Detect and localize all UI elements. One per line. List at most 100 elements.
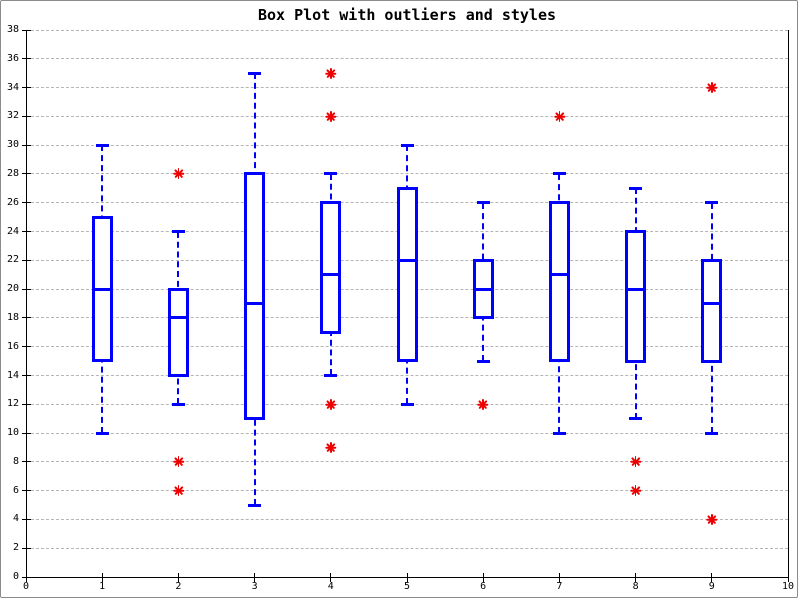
whisker-cap-high xyxy=(705,201,719,205)
y-tick-mark xyxy=(21,432,31,434)
x-tick-label: 6 xyxy=(480,581,487,592)
gridline xyxy=(26,432,788,434)
y-tick-mark xyxy=(21,202,31,204)
whisker-cap-high xyxy=(400,143,414,147)
whisker-cap-high xyxy=(171,230,185,233)
y-tick-mark xyxy=(21,259,31,261)
outlier-marker xyxy=(706,82,718,94)
y-tick-mark xyxy=(21,58,31,60)
median-line xyxy=(472,287,494,291)
y-tick-mark xyxy=(21,231,31,232)
box-body xyxy=(167,287,189,377)
median-line xyxy=(625,287,647,291)
outlier-marker xyxy=(630,485,642,497)
y-tick-label: 30 xyxy=(6,139,19,151)
y-tick-mark xyxy=(21,288,31,290)
whisker-cap-high xyxy=(324,172,338,176)
x-tick-label: 5 xyxy=(403,581,411,592)
whisker-cap-high xyxy=(476,201,490,205)
whisker-cap-high xyxy=(248,71,262,75)
box-body xyxy=(320,201,342,334)
x-tick-mark xyxy=(25,573,27,582)
y-tick-mark xyxy=(21,490,31,492)
whisker-cap-low xyxy=(476,359,490,363)
x-tick-label: 7 xyxy=(556,581,563,592)
outlier-marker xyxy=(325,67,337,79)
gridline xyxy=(26,547,788,549)
outlier-marker xyxy=(325,441,337,453)
outlier-marker xyxy=(553,110,565,122)
median-line xyxy=(701,302,723,305)
median-line xyxy=(320,273,342,277)
outlier-marker xyxy=(325,398,337,410)
chart-title: Box Plot with outliers and styles xyxy=(257,6,556,24)
gridline xyxy=(26,518,788,520)
x-tick-label: 8 xyxy=(632,581,639,592)
y-tick-label: 8 xyxy=(12,455,19,467)
whisker-cap-low xyxy=(629,417,643,421)
whisker-cap-high xyxy=(629,186,643,190)
x-tick-mark xyxy=(406,573,408,582)
median-line xyxy=(548,273,570,277)
gridline xyxy=(26,490,788,492)
outlier-marker xyxy=(477,398,489,410)
box-body xyxy=(548,201,570,363)
whisker-cap-low xyxy=(248,503,262,507)
y-tick-mark xyxy=(21,115,31,117)
box-body xyxy=(396,186,418,363)
box-body xyxy=(701,258,723,363)
median-line xyxy=(167,316,189,320)
gridline xyxy=(26,29,788,31)
whisker-cap-low xyxy=(552,431,566,435)
outlier-marker xyxy=(325,110,337,122)
y-axis-line xyxy=(26,30,27,577)
x-tick-mark xyxy=(787,573,789,582)
y-tick-mark xyxy=(21,173,31,175)
outlier-marker xyxy=(630,456,642,468)
whisker-cap-high xyxy=(95,143,109,147)
y-tick-label: 34 xyxy=(6,81,19,93)
gridline xyxy=(26,115,788,117)
outlier-marker xyxy=(172,456,184,468)
y-tick-label: 10 xyxy=(6,427,19,439)
x-axis-line xyxy=(26,577,789,578)
y-tick-label: 2 xyxy=(12,542,19,554)
x-tick-mark xyxy=(330,573,332,582)
x-tick-mark xyxy=(177,573,179,582)
x-tick-mark xyxy=(101,573,103,582)
median-line xyxy=(91,287,113,291)
x-tick-label: 4 xyxy=(327,581,334,592)
y-tick-label: 14 xyxy=(6,369,19,381)
y-tick-label: 0 xyxy=(12,571,19,582)
y-tick-label: 36 xyxy=(6,52,19,64)
x-tick-label: 3 xyxy=(251,581,258,592)
y-tick-label: 38 xyxy=(6,24,19,35)
whisker-cap-low xyxy=(95,431,109,435)
y-tick-mark xyxy=(21,346,31,348)
y-tick-mark xyxy=(21,317,31,319)
y-tick-mark xyxy=(21,375,31,376)
outlier-marker xyxy=(172,168,184,180)
x-tick-mark xyxy=(254,573,256,582)
y-tick-label: 4 xyxy=(12,513,19,525)
outlier-marker xyxy=(172,485,184,497)
outlier-marker xyxy=(706,513,718,525)
whisker-cap-low xyxy=(171,402,185,406)
y-tick-label: 12 xyxy=(6,398,19,410)
y-tick-label: 22 xyxy=(6,254,19,266)
x-tick-label: 0 xyxy=(22,581,30,592)
median-line xyxy=(396,258,418,262)
whisker-cap-high xyxy=(552,172,566,176)
x-tick-label: 9 xyxy=(708,581,715,592)
x-tick-mark xyxy=(482,573,484,582)
y-tick-label: 28 xyxy=(6,167,19,179)
x-tick-label: 1 xyxy=(99,581,106,592)
gridline xyxy=(26,461,788,463)
y-tick-label: 24 xyxy=(6,225,19,237)
y-tick-label: 20 xyxy=(6,283,19,295)
gridline xyxy=(26,58,788,60)
y-tick-mark xyxy=(21,403,31,405)
x-tick-label: 2 xyxy=(175,581,182,592)
y-tick-label: 26 xyxy=(6,196,19,208)
